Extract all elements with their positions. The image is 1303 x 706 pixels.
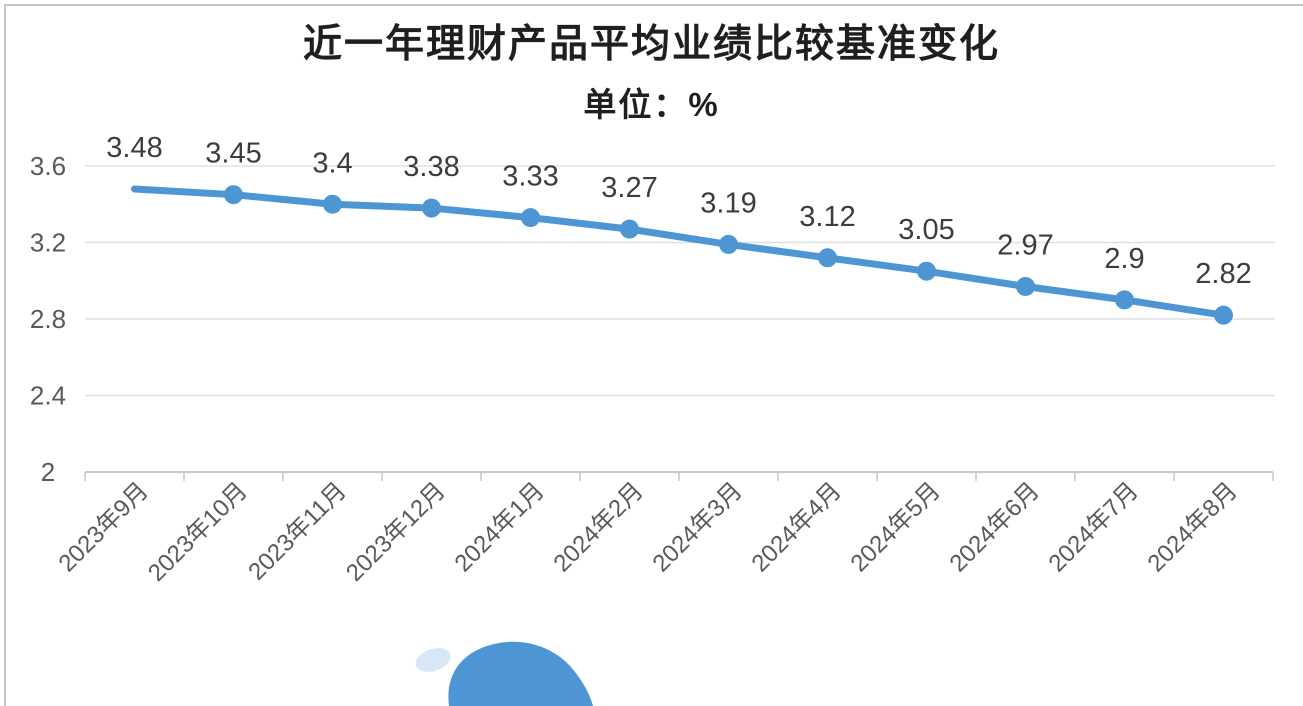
data-label: 3.05 — [898, 214, 954, 246]
x-tick-label: 2024年3月 — [648, 477, 748, 577]
window-left-border — [4, 4, 6, 706]
chart-title: 近一年理财产品平均业绩比较基准变化 — [302, 23, 1000, 66]
y-tick-label: 3.6 — [30, 151, 66, 181]
x-tick-label: 2023年12月 — [341, 477, 451, 587]
line-series — [131, 185, 1227, 319]
data-point-marker — [917, 261, 936, 281]
x-tick-label: 2024年8月 — [1143, 477, 1243, 577]
data-label: 3.48 — [106, 132, 162, 164]
data-point-marker — [1016, 276, 1035, 296]
data-label: 3.27 — [601, 172, 657, 204]
x-tick-label: 2024年6月 — [945, 477, 1045, 577]
data-point-marker — [521, 208, 540, 228]
data-label: 3.33 — [502, 161, 558, 193]
x-tick-label: 2024年7月 — [1044, 477, 1144, 577]
chart-subtitle: 单位：% — [583, 86, 720, 123]
data-point-marker — [422, 198, 441, 218]
blue-blob-graphic — [448, 641, 593, 706]
data-point-marker — [323, 194, 342, 214]
data-point-marker — [224, 185, 243, 205]
data-label: 2.9 — [1104, 243, 1144, 275]
y-tick-label: 3.2 — [30, 228, 66, 258]
data-point-marker — [719, 234, 738, 254]
data-point-marker — [1214, 305, 1233, 325]
data-label: 3.38 — [403, 151, 459, 183]
data-label: 3.45 — [205, 138, 261, 170]
x-tick-label: 2023年10月 — [143, 477, 253, 587]
y-tick-label: 2.4 — [30, 381, 66, 411]
x-tick-label: 2024年5月 — [846, 477, 946, 577]
window-top-border — [6, 4, 1303, 6]
blue-blob-highlight — [415, 648, 451, 672]
data-point-marker — [818, 248, 837, 268]
y-tick-label: 2 — [41, 457, 55, 487]
y-tick-label: 2.8 — [30, 304, 66, 334]
x-tick-label: 2024年1月 — [450, 477, 550, 577]
data-label: 3.19 — [700, 187, 756, 219]
x-tick-label: 2023年9月 — [54, 477, 154, 577]
data-label: 2.82 — [1195, 258, 1251, 290]
x-tick-label: 2024年4月 — [747, 477, 847, 577]
data-label: 3.12 — [799, 201, 855, 233]
data-point-marker — [1115, 290, 1134, 310]
data-label: 2.97 — [997, 229, 1053, 261]
data-label: 3.4 — [312, 147, 352, 179]
x-tick-label: 2023年11月 — [243, 477, 351, 585]
x-tick-label: 2024年2月 — [549, 477, 649, 577]
data-point-marker — [620, 219, 639, 239]
